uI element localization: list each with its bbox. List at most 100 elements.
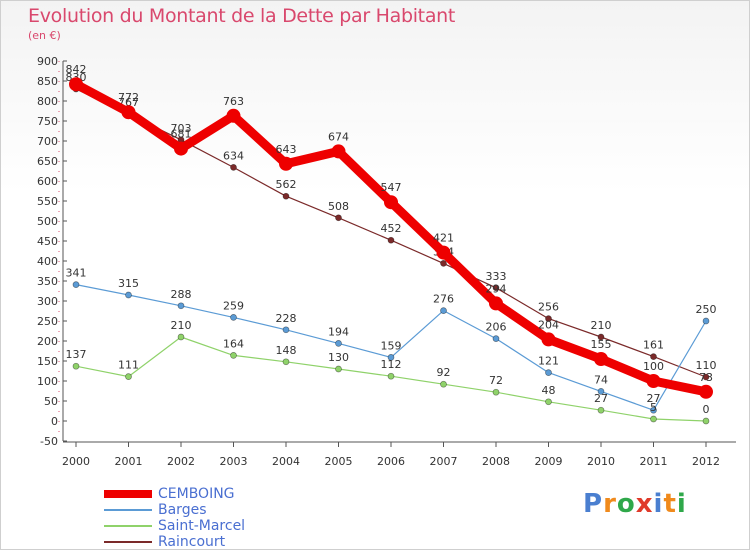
x-tick-label: 2004 bbox=[272, 455, 300, 468]
data-point-barges bbox=[387, 354, 395, 361]
data-point-cemboing bbox=[174, 141, 188, 156]
y-tick-label: 900 bbox=[37, 55, 58, 68]
legend-swatch bbox=[104, 490, 152, 498]
data-label-saint-marcel: 27 bbox=[594, 392, 608, 405]
data-point-barges bbox=[440, 307, 447, 314]
x-tick-label: 2008 bbox=[482, 455, 510, 468]
data-point-raincourt bbox=[282, 192, 290, 200]
data-label-saint-marcel: 210 bbox=[171, 319, 192, 332]
data-point-barges bbox=[230, 314, 237, 321]
data-point-saint-marcel bbox=[650, 415, 657, 423]
data-label-raincourt: 256 bbox=[538, 301, 559, 314]
data-label-barges: 250 bbox=[696, 303, 717, 316]
data-point-raincourt bbox=[230, 164, 237, 171]
chart-title: Evolution du Montant de la Dette par Hab… bbox=[28, 5, 456, 27]
y-tick-label: 50 bbox=[44, 395, 58, 408]
data-label-cemboing: 842 bbox=[66, 63, 87, 76]
data-label-raincourt: 634 bbox=[223, 149, 244, 162]
data-point-cemboing bbox=[69, 77, 83, 92]
data-label-saint-marcel: 0 bbox=[703, 403, 710, 416]
data-label-saint-marcel: 112 bbox=[381, 358, 402, 371]
data-label-cemboing: 100 bbox=[643, 360, 664, 373]
data-label-saint-marcel: 72 bbox=[489, 374, 503, 387]
legend-swatch bbox=[104, 541, 152, 543]
data-point-cemboing bbox=[541, 332, 556, 347]
data-label-barges: 74 bbox=[594, 373, 608, 386]
data-label-cemboing: 204 bbox=[538, 318, 559, 331]
x-tick-label: 2010 bbox=[587, 455, 615, 468]
logo-letter: i bbox=[653, 489, 664, 519]
data-point-saint-marcel bbox=[177, 333, 185, 341]
data-label-cemboing: 547 bbox=[381, 181, 402, 194]
y-tick-label: 850 bbox=[37, 75, 58, 88]
y-tick-label: 100 bbox=[37, 375, 58, 388]
data-point-raincourt bbox=[650, 353, 657, 360]
logo-letter: r bbox=[603, 489, 617, 519]
legend-label: Saint-Marcel bbox=[158, 518, 246, 534]
data-point-saint-marcel bbox=[335, 365, 342, 373]
data-point-raincourt bbox=[335, 214, 342, 222]
data-point-cemboing bbox=[646, 374, 661, 388]
legend-label: Barges bbox=[158, 502, 207, 518]
data-point-saint-marcel bbox=[545, 398, 552, 406]
y-tick-label: 200 bbox=[37, 335, 58, 348]
data-label-saint-marcel: 137 bbox=[66, 348, 87, 361]
legend-item-saint-marcel: Saint-Marcel bbox=[104, 518, 245, 534]
data-label-cemboing: 763 bbox=[223, 95, 244, 108]
data-point-barges bbox=[125, 291, 132, 299]
data-point-barges bbox=[702, 317, 710, 325]
y-tick-label: 700 bbox=[37, 135, 58, 148]
data-point-barges bbox=[335, 340, 342, 347]
data-point-saint-marcel bbox=[387, 372, 395, 380]
data-label-saint-marcel: 164 bbox=[223, 337, 244, 350]
data-label-raincourt: 703 bbox=[171, 122, 192, 135]
data-label-barges: 121 bbox=[538, 355, 559, 368]
data-label-barges: 206 bbox=[486, 321, 507, 334]
data-point-raincourt bbox=[492, 284, 500, 292]
data-point-saint-marcel bbox=[702, 417, 710, 425]
data-point-cemboing bbox=[121, 105, 136, 120]
x-tick-label: 2003 bbox=[220, 455, 248, 468]
data-label-cemboing: 421 bbox=[433, 232, 454, 245]
data-label-barges: 228 bbox=[276, 312, 297, 325]
data-label-cemboing: 674 bbox=[328, 130, 349, 143]
data-label-saint-marcel: 130 bbox=[328, 351, 349, 364]
data-label-cemboing: 772 bbox=[118, 91, 139, 104]
legend-item-raincourt: Raincourt bbox=[104, 534, 225, 549]
data-point-raincourt bbox=[597, 333, 605, 341]
x-tick-label: 2002 bbox=[167, 455, 195, 468]
x-tick-label: 2012 bbox=[692, 455, 720, 468]
logo-letter: o bbox=[616, 489, 636, 519]
x-tick-label: 2001 bbox=[115, 455, 143, 468]
data-label-barges: 194 bbox=[328, 325, 349, 338]
data-point-barges bbox=[282, 326, 290, 334]
legend-item-cemboing: CEMBOING bbox=[104, 486, 235, 502]
legend-label: CEMBOING bbox=[158, 486, 235, 502]
data-point-saint-marcel bbox=[492, 388, 500, 396]
y-tick-label: 400 bbox=[37, 255, 58, 268]
data-point-barges bbox=[492, 335, 500, 342]
data-point-barges bbox=[72, 281, 80, 288]
data-point-cemboing bbox=[699, 384, 713, 399]
x-tick-label: 2000 bbox=[62, 455, 90, 468]
x-tick-label: 2011 bbox=[640, 455, 668, 468]
data-label-saint-marcel: 5 bbox=[650, 401, 657, 414]
y-tick-label: 350 bbox=[37, 275, 58, 288]
data-label-raincourt: 110 bbox=[696, 359, 717, 372]
x-tick-label: 2006 bbox=[377, 455, 405, 468]
y-tick-label: 150 bbox=[37, 355, 58, 368]
legend-swatch bbox=[104, 525, 152, 527]
data-label-barges: 288 bbox=[171, 288, 192, 301]
data-label-raincourt: 452 bbox=[381, 222, 402, 235]
data-label-cemboing: 73 bbox=[699, 371, 713, 384]
y-tick-label: 300 bbox=[37, 295, 58, 308]
data-label-cemboing: 294 bbox=[486, 282, 507, 295]
data-point-raincourt bbox=[702, 373, 710, 381]
y-tick-label: 500 bbox=[37, 215, 58, 228]
logo-letter: P bbox=[583, 489, 604, 519]
data-point-cemboing bbox=[436, 245, 451, 260]
data-label-raincourt: 161 bbox=[643, 339, 664, 352]
data-label-saint-marcel: 111 bbox=[118, 359, 139, 372]
